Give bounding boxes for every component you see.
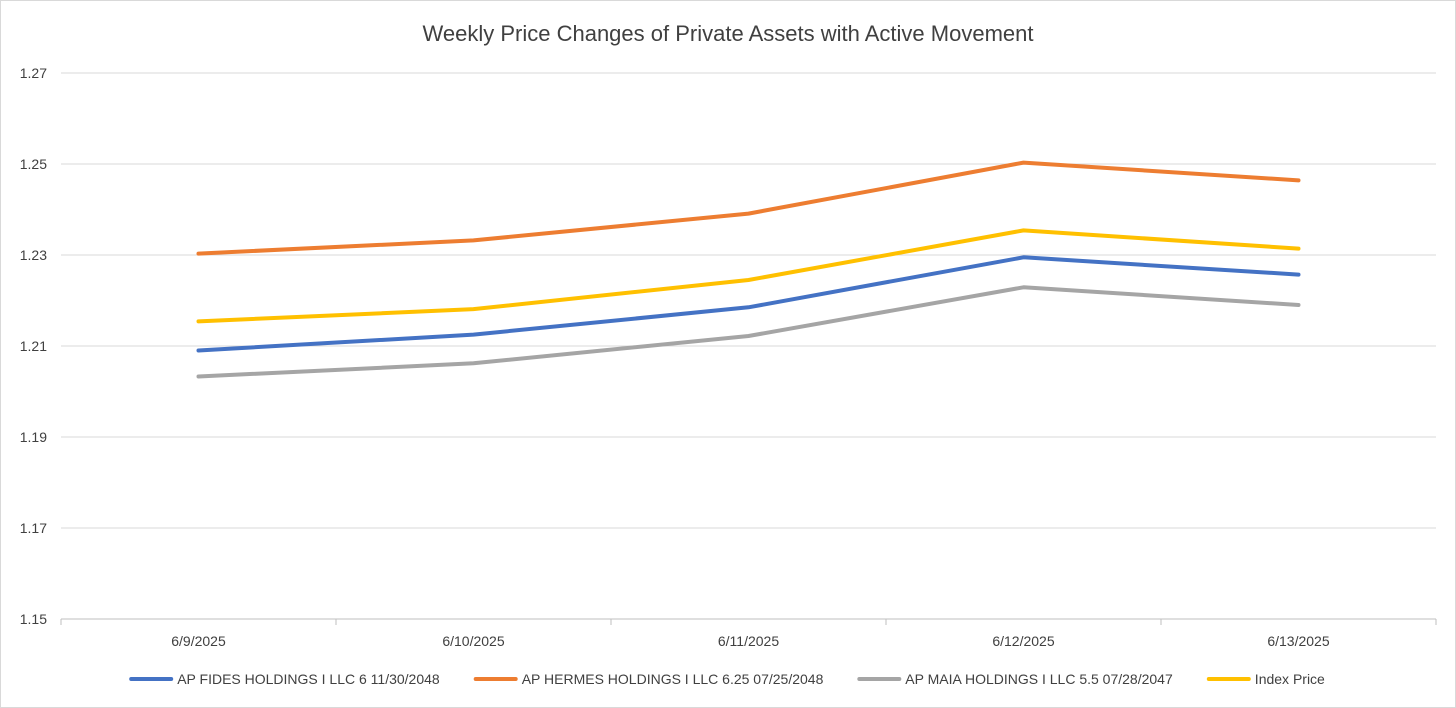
- series-2: [196, 285, 1301, 379]
- legend: AP FIDES HOLDINGS I LLC 6 11/30/2048 AP H…: [129, 671, 1325, 687]
- data-point: [1298, 304, 1299, 306]
- x-tick-label: 6/11/2025: [718, 633, 779, 649]
- data-point: [748, 213, 749, 215]
- x-tick-label: 6/12/2025: [992, 633, 1054, 649]
- legend-item: AP HERMES HOLDINGS I LLC 6.25 07/25/2048: [473, 671, 824, 687]
- legend-label: Index Price: [1255, 671, 1325, 687]
- y-tick-label: 1.27: [20, 65, 47, 81]
- data-point: [1023, 256, 1024, 258]
- data-point: [473, 308, 474, 310]
- x-tick-label: 6/9/2025: [171, 633, 226, 649]
- data-point: [198, 375, 199, 377]
- data-point: [1023, 229, 1024, 231]
- data-point: [748, 335, 749, 337]
- series-lines: [196, 160, 1301, 379]
- series-line: [196, 285, 1301, 379]
- y-tick-label: 1.23: [20, 247, 47, 263]
- chart-title: Weekly Price Changes of Private Assets w…: [423, 21, 1034, 46]
- x-tick-label: 6/13/2025: [1267, 633, 1329, 649]
- data-point: [1298, 179, 1299, 181]
- data-point: [748, 306, 749, 308]
- legend-label: AP HERMES HOLDINGS I LLC 6.25 07/25/2048: [522, 671, 824, 687]
- data-point: [1023, 286, 1024, 288]
- data-point: [1023, 162, 1024, 164]
- x-tick-label: 6/10/2025: [442, 633, 504, 649]
- legend-label: AP FIDES HOLDINGS I LLC 6 11/30/2048: [177, 671, 440, 687]
- legend-label: AP MAIA HOLDINGS I LLC 5.5 07/28/2047: [905, 671, 1173, 687]
- data-point: [198, 253, 199, 255]
- series-0: [196, 255, 1301, 353]
- data-point: [198, 320, 199, 322]
- axes: 1.15 1.17 1.19 1.21 1.23 1.25 1.27 6/9/2025 6/10…: [20, 65, 1437, 649]
- series-1: [196, 160, 1301, 256]
- legend-item: Index Price: [1206, 671, 1325, 687]
- y-tick-label: 1.21: [20, 338, 47, 354]
- data-point: [1298, 248, 1299, 250]
- y-tick-label: 1.25: [20, 156, 47, 172]
- data-point: [1298, 274, 1299, 276]
- data-point: [473, 362, 474, 364]
- data-point: [198, 350, 199, 352]
- data-point: [473, 334, 474, 336]
- series-3: [196, 228, 1301, 324]
- data-point: [748, 279, 749, 281]
- series-line: [196, 160, 1301, 256]
- legend-item: AP MAIA HOLDINGS I LLC 5.5 07/28/2047: [857, 671, 1173, 687]
- y-tick-label: 1.17: [20, 520, 47, 536]
- legend-item: AP FIDES HOLDINGS I LLC 6 11/30/2048: [129, 671, 440, 687]
- y-tick-label: 1.15: [20, 611, 47, 627]
- data-point: [473, 239, 474, 241]
- y-tick-label: 1.19: [20, 429, 47, 445]
